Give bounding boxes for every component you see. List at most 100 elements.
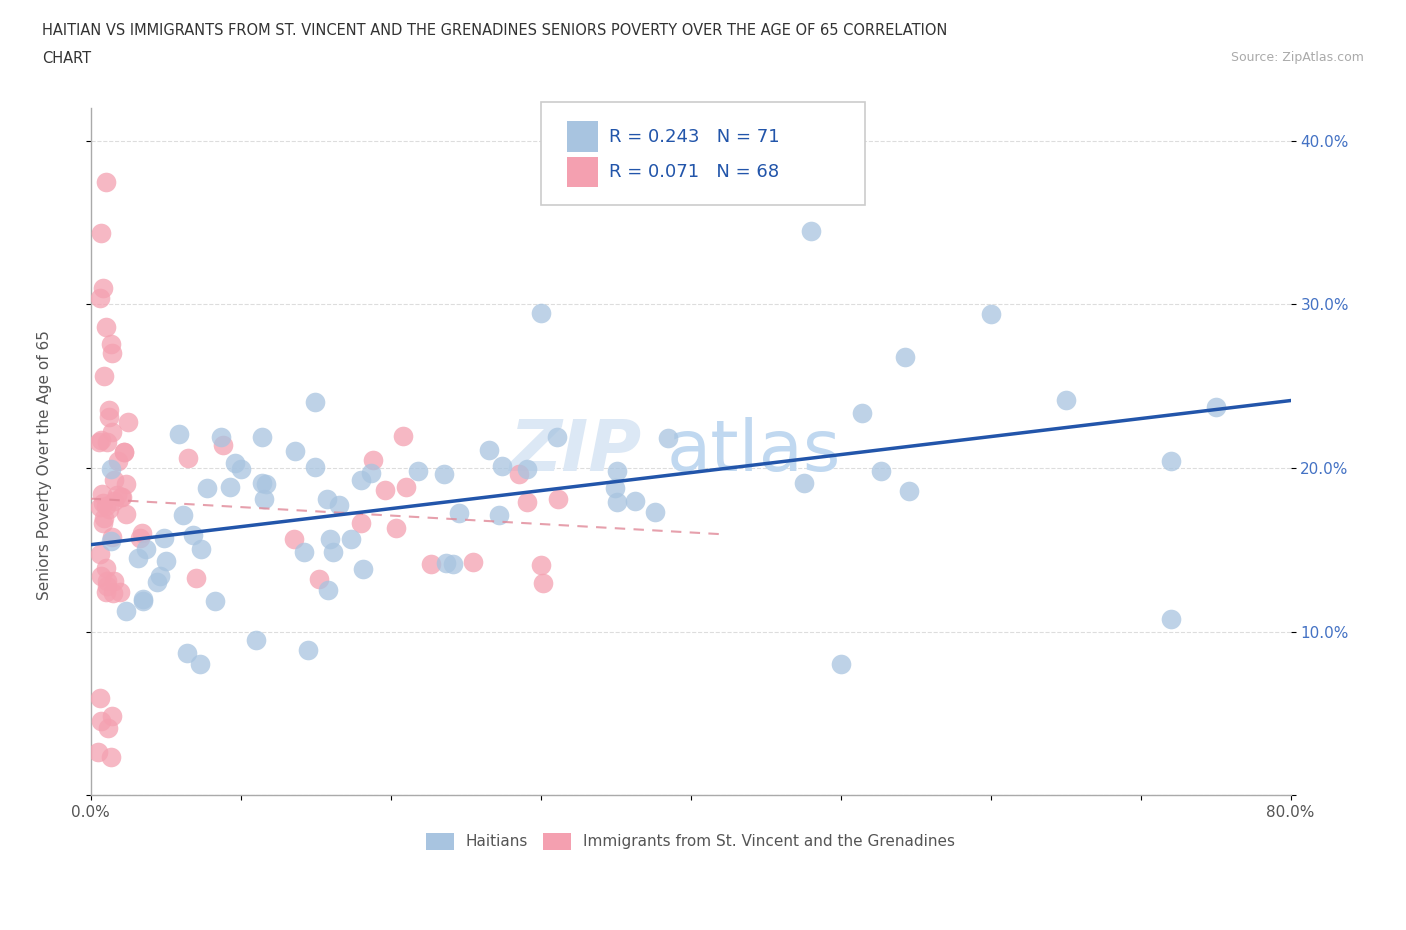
Point xyxy=(434,555,457,570)
Point xyxy=(89,291,111,306)
Point xyxy=(97,502,120,517)
Point xyxy=(657,431,679,445)
Point xyxy=(105,488,128,503)
Point xyxy=(318,532,340,547)
Point xyxy=(153,530,176,545)
Point xyxy=(89,690,111,705)
Point xyxy=(186,570,208,585)
Point xyxy=(89,547,111,562)
Point xyxy=(103,472,125,487)
Point xyxy=(254,476,277,491)
Point xyxy=(107,453,129,468)
Point xyxy=(360,465,382,480)
Text: R = 0.243   N = 71: R = 0.243 N = 71 xyxy=(609,127,779,146)
Point xyxy=(176,645,198,660)
Point xyxy=(352,562,374,577)
Text: Source: ZipAtlas.com: Source: ZipAtlas.com xyxy=(1230,51,1364,64)
Point xyxy=(292,545,315,560)
Point xyxy=(96,320,118,335)
Point xyxy=(547,491,569,506)
Point xyxy=(406,464,429,479)
Point xyxy=(101,709,124,724)
Point xyxy=(172,508,194,523)
Point xyxy=(478,442,501,457)
Point xyxy=(115,506,138,521)
Point xyxy=(606,463,628,478)
Point xyxy=(284,444,307,458)
Point xyxy=(98,403,121,418)
Text: atlas: atlas xyxy=(666,418,841,486)
Point xyxy=(530,305,553,320)
Point xyxy=(432,466,454,481)
Point xyxy=(350,515,373,530)
Point xyxy=(89,434,111,449)
Point xyxy=(297,643,319,658)
Text: CHART: CHART xyxy=(42,51,91,66)
Point xyxy=(177,451,200,466)
Point xyxy=(94,174,117,189)
Point xyxy=(1205,399,1227,414)
Point xyxy=(252,430,274,445)
Point xyxy=(97,721,120,736)
Point xyxy=(385,521,408,536)
Point xyxy=(623,493,645,508)
Point xyxy=(361,452,384,467)
Point xyxy=(128,551,150,565)
Point xyxy=(100,337,122,352)
Point xyxy=(114,604,136,618)
Point xyxy=(531,576,554,591)
Point xyxy=(96,434,118,449)
Text: ZIP: ZIP xyxy=(510,418,643,486)
Point xyxy=(253,491,276,506)
Point xyxy=(190,541,212,556)
Point xyxy=(89,499,111,514)
Point xyxy=(1160,611,1182,626)
Point xyxy=(100,534,122,549)
Point xyxy=(605,481,627,496)
Point xyxy=(245,632,267,647)
Legend: Haitians, Immigrants from St. Vincent and the Grenadines: Haitians, Immigrants from St. Vincent an… xyxy=(420,827,962,857)
Point xyxy=(93,511,115,525)
Point xyxy=(96,498,118,513)
Point xyxy=(328,498,350,513)
Point xyxy=(145,575,167,590)
Point xyxy=(114,477,136,492)
Point xyxy=(149,569,172,584)
Point xyxy=(488,508,510,523)
Point xyxy=(1054,392,1077,407)
Point xyxy=(315,492,337,507)
Point xyxy=(101,346,124,361)
Point xyxy=(606,495,628,510)
Point xyxy=(546,430,568,445)
Point xyxy=(98,410,121,425)
Point xyxy=(195,480,218,495)
Point xyxy=(530,557,553,572)
Point xyxy=(491,458,513,473)
Point xyxy=(516,495,538,510)
Point xyxy=(103,586,125,601)
Point xyxy=(449,506,471,521)
Point xyxy=(93,496,115,511)
Point xyxy=(91,281,114,296)
Point xyxy=(316,582,339,597)
Point xyxy=(304,395,326,410)
Point xyxy=(283,532,305,547)
Point xyxy=(112,445,135,459)
Point xyxy=(90,713,112,728)
Text: R = 0.071   N = 68: R = 0.071 N = 68 xyxy=(609,163,779,181)
Point xyxy=(304,459,326,474)
Point xyxy=(167,427,190,442)
Point xyxy=(96,574,118,589)
Point xyxy=(94,561,117,576)
Point xyxy=(112,445,135,459)
Point xyxy=(392,429,415,444)
Point xyxy=(181,527,204,542)
Point xyxy=(90,569,112,584)
Point xyxy=(100,461,122,476)
Point xyxy=(461,554,484,569)
Point xyxy=(100,750,122,764)
Point xyxy=(516,461,538,476)
Point xyxy=(131,525,153,540)
Point xyxy=(87,745,110,760)
Point xyxy=(96,578,118,593)
